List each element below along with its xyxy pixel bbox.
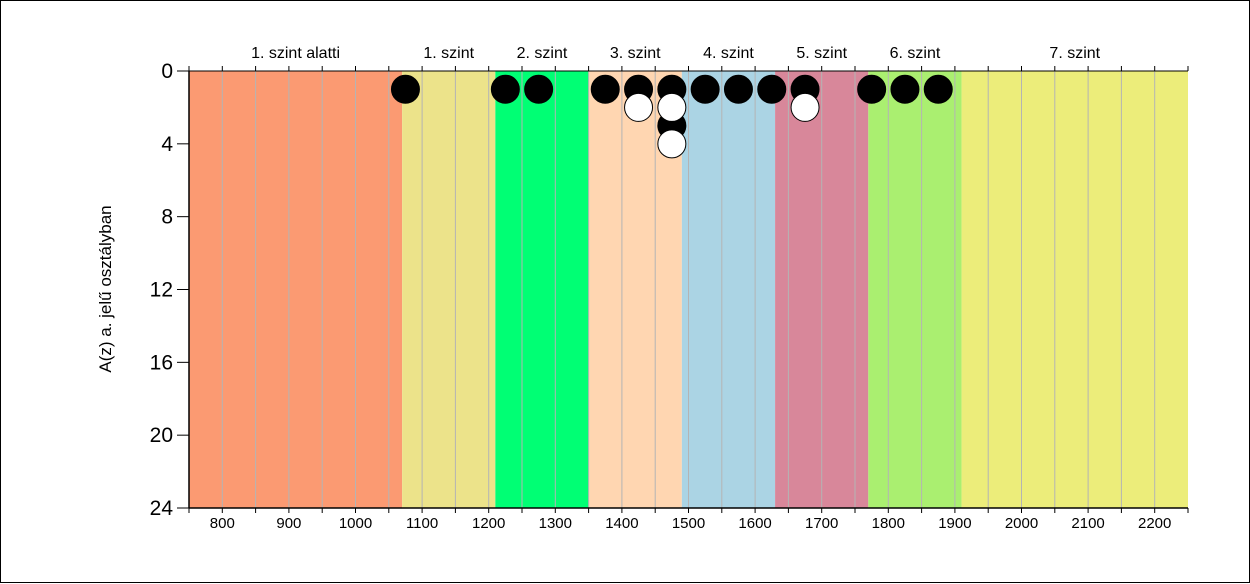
x-tick-label: 1700	[805, 515, 838, 532]
x-tick-label: 1300	[539, 515, 572, 532]
hollow-point	[657, 92, 687, 122]
filled-point	[524, 74, 554, 104]
grid-lines	[221, 71, 1156, 508]
data-points	[390, 74, 953, 159]
band-2	[402, 71, 496, 508]
band-7	[868, 71, 962, 508]
filled-point	[857, 74, 887, 104]
hollow-point	[657, 129, 687, 159]
y-tick-label: 0	[161, 60, 173, 83]
band-label-1: 1. szint alatti	[251, 45, 340, 62]
x-tick-label: 1800	[872, 515, 905, 532]
x-tick-label: 1200	[472, 515, 505, 532]
x-tick-label: 900	[276, 515, 301, 532]
filled-point	[757, 74, 787, 104]
band-3	[495, 71, 589, 508]
band-label-2: 1. szint	[423, 45, 474, 62]
filled-point	[690, 74, 720, 104]
band-label-3: 2. szint	[517, 45, 568, 62]
x-tick-label: 1500	[672, 515, 705, 532]
x-tick-label: 800	[210, 515, 235, 532]
band-label-6: 5. szint	[796, 45, 847, 62]
band-5	[681, 71, 776, 508]
axes: 800 900 1000 1100 1200 1300 1400 1500 1600 1700 18…	[150, 60, 1189, 532]
y-tick-label: 12	[150, 279, 173, 302]
filled-point	[890, 74, 920, 104]
filled-point	[923, 74, 953, 104]
y-tick-label: 4	[161, 133, 173, 156]
x-tick-label: 1400	[605, 515, 638, 532]
x-tick-label: 1600	[738, 515, 771, 532]
y-tick-label: 20	[150, 424, 173, 447]
y-tick-label: 8	[161, 206, 173, 229]
band-8	[961, 71, 1188, 508]
x-tick-label: 1900	[938, 515, 971, 532]
filled-point	[390, 74, 420, 104]
x-tick-label: 2100	[1071, 515, 1104, 532]
x-tick-label: 2200	[1138, 515, 1171, 532]
band-label-8: 7. szint	[1049, 45, 1100, 62]
x-tick-label: 1100	[406, 515, 438, 532]
filled-point	[590, 74, 620, 104]
y-tick-label: 16	[150, 351, 173, 374]
filled-point	[490, 74, 520, 104]
hollow-point	[624, 92, 654, 122]
band-label-5: 4. szint	[703, 45, 754, 62]
y-axis-label: A(z) a. jelű osztályban	[96, 205, 115, 372]
band-1	[189, 71, 403, 508]
band-label-7: 6. szint	[890, 45, 941, 62]
filled-point	[723, 74, 753, 104]
band-label-4: 3. szint	[610, 45, 661, 62]
y-tick-label: 24	[150, 497, 174, 520]
x-tick-label: 1000	[339, 515, 372, 532]
x-tick-label: 2000	[1005, 515, 1038, 532]
hollow-point	[790, 92, 820, 122]
